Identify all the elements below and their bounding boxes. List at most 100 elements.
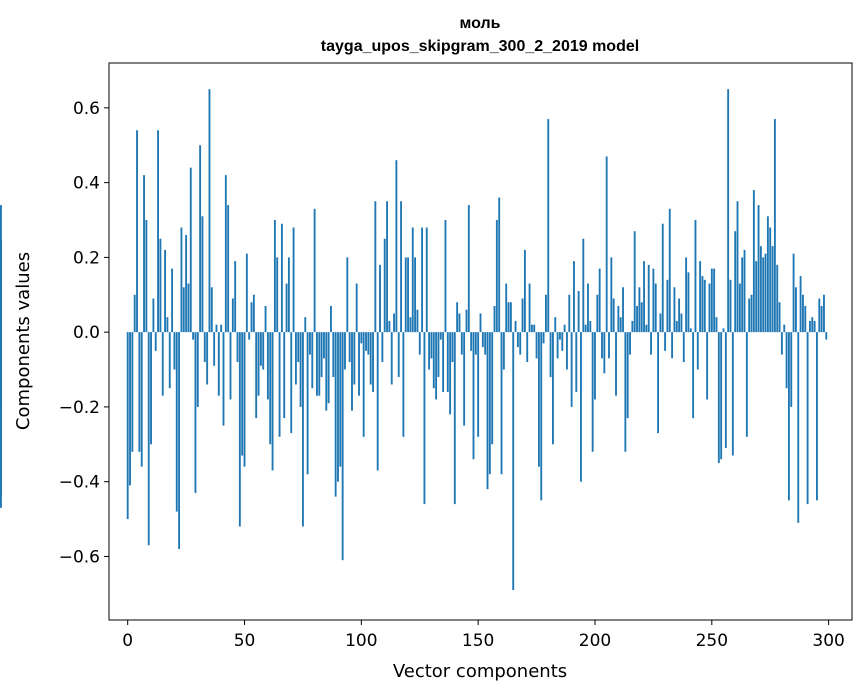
bar [423,332,426,505]
bar [358,332,360,396]
bar [666,279,669,333]
chart-title: моль [460,15,501,32]
bar [0,332,2,497]
bar [390,332,393,385]
bar [337,332,339,482]
bar [598,268,601,333]
bar [776,264,779,333]
bar [299,332,302,407]
bar [451,332,454,363]
bar [435,332,438,400]
bar [397,332,400,378]
bar [556,332,559,359]
bar [516,332,519,348]
bar [537,332,540,467]
bar [701,276,704,333]
bar [203,332,206,363]
bar [206,332,209,385]
bar [738,283,741,333]
bar [792,253,795,333]
bar [727,89,730,333]
bar [685,257,688,333]
bar [638,287,641,333]
bar [729,279,732,333]
bar [696,332,699,370]
bar [316,332,318,396]
bar [736,201,739,333]
y-tick-label: 0.0 [73,323,100,343]
bar [348,332,351,363]
bar [285,283,288,333]
bar [449,332,452,415]
bar [563,324,566,333]
bar [771,246,774,333]
bar [668,208,671,333]
bar [0,294,2,333]
bar [236,332,239,363]
bar [495,220,498,333]
bar [164,249,167,333]
bar [500,332,503,475]
x-tick-label: 0 [122,631,133,651]
bar [283,332,286,419]
bar [491,332,494,445]
bar [411,227,414,333]
bar [675,320,678,333]
bar [811,317,814,333]
bar [280,223,283,333]
bar [355,283,358,333]
bar [327,332,330,404]
bar [825,332,828,340]
bar [264,305,267,333]
bar [292,227,295,333]
bar [661,223,664,333]
bar [393,313,395,333]
bar [605,156,608,333]
bar [372,332,374,392]
x-tick-label: 50 [234,631,256,651]
bar [519,332,522,355]
bar [294,332,297,385]
bar [554,317,557,333]
bar [192,332,195,340]
bar [573,261,575,333]
bar [640,302,643,333]
bar [407,257,409,333]
bar [797,332,800,523]
bar [650,332,652,355]
bar [521,298,524,333]
bar [680,313,683,333]
bar [664,332,667,351]
x-tick-label: 250 [696,631,728,651]
bar [297,332,300,363]
bar [589,320,592,333]
bar [710,268,713,333]
bar [255,332,258,419]
bar [376,332,379,471]
bar [383,238,386,333]
x-tick-label: 150 [462,631,494,651]
bar [561,332,564,351]
bar [381,332,384,363]
bar [208,89,211,333]
bar [131,332,134,452]
bar [168,332,171,389]
bar [752,190,755,333]
bar [731,332,734,456]
bar [182,287,185,333]
bar-series [0,89,828,591]
bar [601,332,603,359]
bar [362,332,365,437]
bar [582,238,585,333]
bar [344,332,346,370]
bar [619,317,622,333]
bar [257,332,260,396]
bar [418,332,421,355]
bar [129,332,131,486]
bar [809,320,811,333]
bar [715,317,718,333]
bar [615,332,617,396]
bar [273,220,276,333]
bar [743,249,746,333]
bar [706,332,709,400]
